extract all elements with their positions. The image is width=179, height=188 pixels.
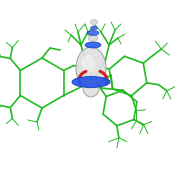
Ellipse shape xyxy=(76,47,106,89)
Ellipse shape xyxy=(72,77,110,87)
Ellipse shape xyxy=(88,35,98,42)
Ellipse shape xyxy=(87,30,99,36)
Ellipse shape xyxy=(91,20,98,24)
Ellipse shape xyxy=(81,80,101,84)
Ellipse shape xyxy=(83,79,99,97)
Ellipse shape xyxy=(91,26,98,30)
Ellipse shape xyxy=(81,55,95,73)
Ellipse shape xyxy=(85,42,101,48)
